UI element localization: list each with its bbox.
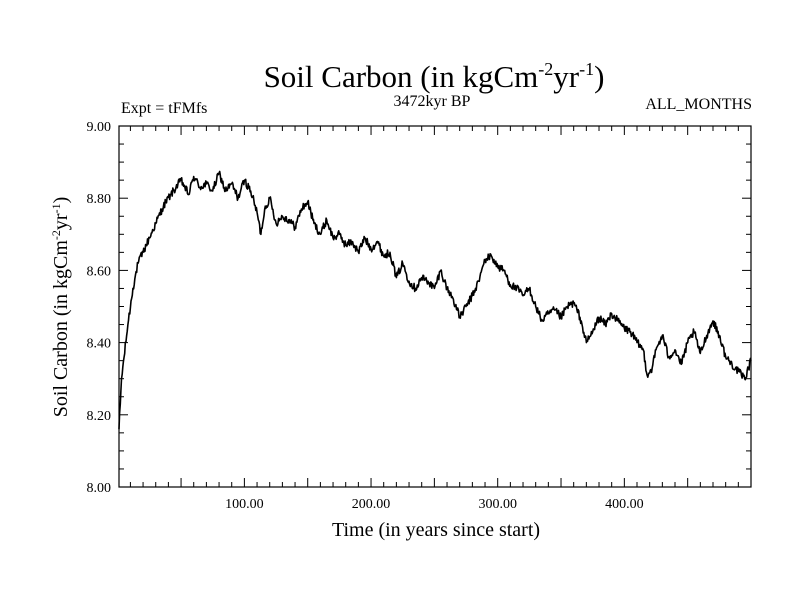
y-tick-label: 8.80 <box>87 192 112 207</box>
x-tick-label: 100.00 <box>225 497 264 512</box>
subtitle-months: ALL_MONTHS <box>645 96 752 113</box>
y-tick-label: 8.00 <box>87 481 112 496</box>
x-tick-label: 300.00 <box>478 497 517 512</box>
y-tick-label: 9.00 <box>87 120 112 135</box>
series-line <box>118 170 752 430</box>
chart-title: Soil Carbon (in kgCm-2yr-1) <box>264 59 605 94</box>
y-tick-label: 8.60 <box>87 264 112 279</box>
subtitle-experiment: Expt = tFMfs <box>121 100 207 117</box>
y-tick-label: 8.40 <box>87 337 112 352</box>
x-tick-label: 400.00 <box>605 497 644 512</box>
x-axis-label: Time (in years since start) <box>332 519 540 541</box>
y-axis-label: Soil Carbon (in kgCm-2yr-1) <box>49 197 72 418</box>
plot-frame <box>118 125 752 488</box>
y-tick-label: 8.20 <box>87 409 112 424</box>
x-tick-label: 200.00 <box>352 497 391 512</box>
subtitle-period: 3472kyr BP <box>394 93 471 110</box>
